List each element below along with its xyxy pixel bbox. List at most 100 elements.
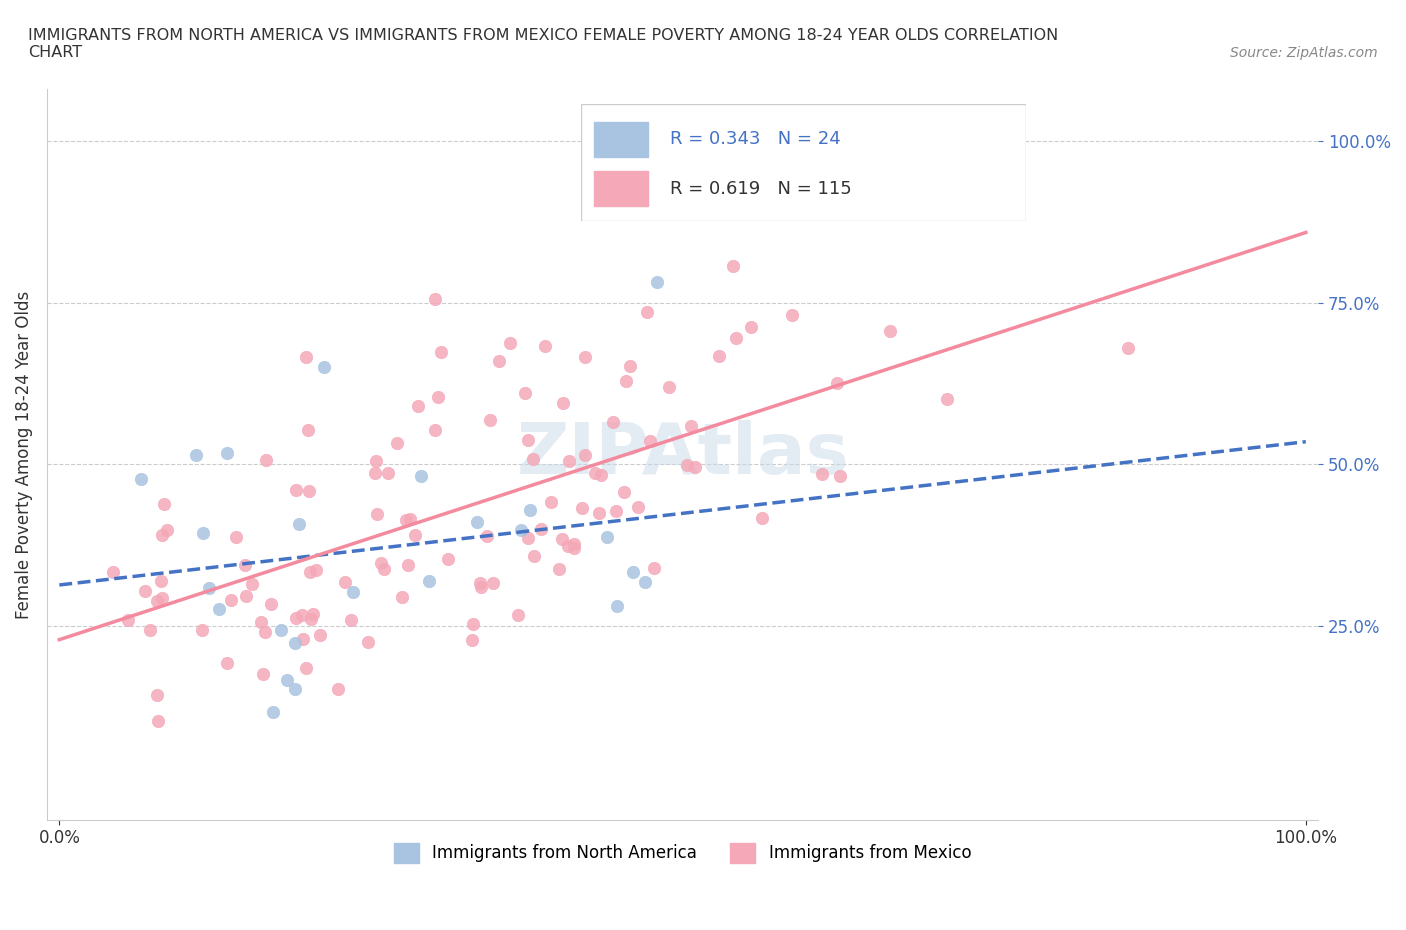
Point <box>574 350 596 365</box>
Point <box>470 576 492 591</box>
Point <box>589 468 612 483</box>
Point <box>418 574 440 589</box>
Point <box>298 565 321 579</box>
Point <box>215 655 238 670</box>
Point <box>284 483 307 498</box>
Point <box>588 506 610 521</box>
Point <box>658 379 681 394</box>
Point <box>250 615 273 630</box>
Point <box>481 576 503 591</box>
Point <box>478 413 501 428</box>
Text: ZIPAtlas: ZIPAtlas <box>516 420 849 489</box>
Point <box>557 538 579 553</box>
Point <box>314 360 336 375</box>
Point <box>638 434 661 449</box>
Point <box>426 390 449 405</box>
Point <box>509 523 531 538</box>
Point <box>583 466 606 481</box>
Point <box>399 512 422 526</box>
Text: IMMIGRANTS FROM NORTH AMERICA VS IMMIGRANTS FROM MEXICO FEMALE POVERTY AMONG 18-: IMMIGRANTS FROM NORTH AMERICA VS IMMIGRA… <box>28 28 1059 60</box>
Y-axis label: Female Poverty Among 18-24 Year Olds: Female Poverty Among 18-24 Year Olds <box>15 290 32 618</box>
Point <box>606 599 628 614</box>
Point <box>295 661 318 676</box>
Point <box>830 469 852 484</box>
Point <box>470 580 492 595</box>
Point <box>533 339 555 353</box>
Point <box>284 635 307 650</box>
Point <box>215 445 238 460</box>
Point <box>208 601 231 616</box>
Point <box>301 606 323 621</box>
Point <box>780 308 803 323</box>
Point <box>284 610 307 625</box>
Point <box>488 353 510 368</box>
Point <box>396 557 419 572</box>
Point <box>252 667 274 682</box>
Point <box>276 672 298 687</box>
Point <box>605 504 627 519</box>
Point <box>134 584 156 599</box>
Point <box>636 305 658 320</box>
Point <box>288 516 311 531</box>
Point <box>408 399 430 414</box>
Point <box>506 607 529 622</box>
Point <box>723 259 745 273</box>
Point <box>254 453 277 468</box>
Point <box>613 485 636 499</box>
Point <box>333 575 356 590</box>
Point <box>645 274 668 289</box>
Point <box>385 436 408 451</box>
Point <box>643 561 665 576</box>
Point <box>193 525 215 540</box>
Point <box>235 589 257 604</box>
Point <box>364 465 387 480</box>
Point <box>150 591 173 605</box>
Point <box>523 548 546 563</box>
Point <box>340 613 363 628</box>
Point <box>297 422 319 437</box>
Point <box>190 622 212 637</box>
Point <box>571 500 593 515</box>
Point <box>101 565 124 579</box>
Point <box>366 454 388 469</box>
Point <box>184 447 207 462</box>
Point <box>679 419 702 434</box>
Point <box>724 330 747 345</box>
Point <box>522 452 544 467</box>
Point <box>198 580 221 595</box>
Point <box>284 682 307 697</box>
Point <box>156 523 179 538</box>
Point <box>707 348 730 363</box>
Point <box>309 628 332 643</box>
Point <box>519 502 541 517</box>
Point <box>370 555 392 570</box>
Point <box>326 682 349 697</box>
Point <box>621 565 644 580</box>
Point <box>465 514 488 529</box>
Point <box>513 386 536 401</box>
Point <box>551 532 574 547</box>
Point <box>437 551 460 566</box>
Point <box>463 617 485 631</box>
Legend: Immigrants from North America, Immigrants from Mexico: Immigrants from North America, Immigrant… <box>387 836 979 870</box>
Point <box>117 613 139 628</box>
Point <box>153 497 176 512</box>
Text: Source: ZipAtlas.com: Source: ZipAtlas.com <box>1230 46 1378 60</box>
Point <box>619 358 641 373</box>
Point <box>146 593 169 608</box>
Point <box>558 454 581 469</box>
Point <box>150 527 173 542</box>
Point <box>751 511 773 525</box>
Point <box>825 375 848 390</box>
Point <box>139 622 162 637</box>
Point <box>366 507 388 522</box>
Point <box>219 592 242 607</box>
Point <box>292 631 315 646</box>
Point <box>295 350 318 365</box>
Point <box>342 584 364 599</box>
Point <box>373 562 395 577</box>
Point <box>936 392 959 406</box>
Point <box>685 459 707 474</box>
Point <box>423 292 446 307</box>
Point <box>530 522 553 537</box>
